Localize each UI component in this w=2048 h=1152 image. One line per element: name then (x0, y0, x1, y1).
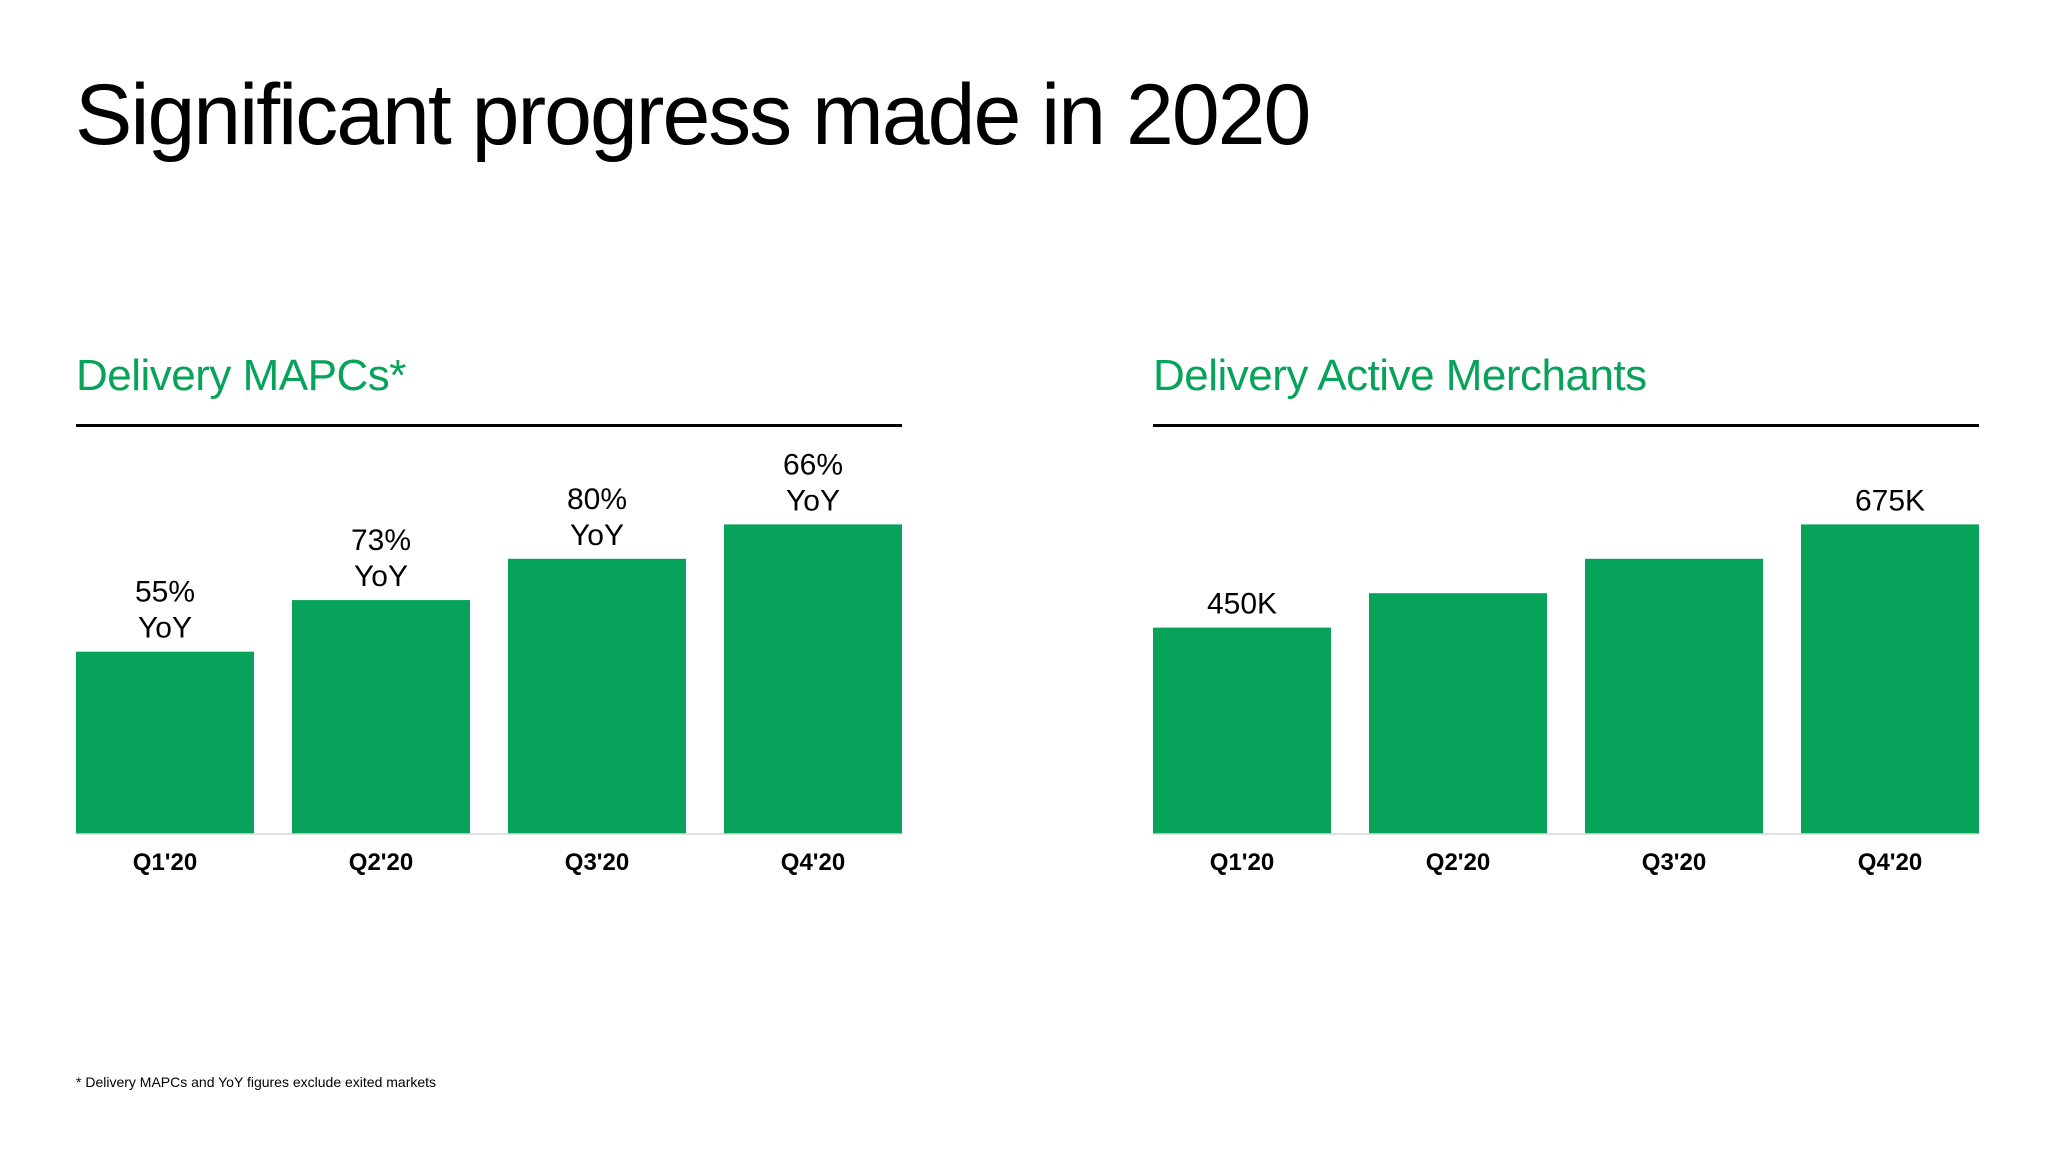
footnote: * Delivery MAPCs and YoY figures exclude… (76, 1074, 437, 1090)
data-label: YoY (786, 484, 840, 517)
x-tick-label: Q1'20 (1210, 849, 1274, 876)
bar-q4-20 (1801, 524, 1979, 834)
bar-q4-20 (724, 524, 902, 834)
slide-title: Significant progress made in 2020 (75, 67, 1311, 163)
chart-title: Delivery MAPCs* (76, 351, 406, 400)
data-label: 73% (351, 524, 411, 557)
x-tick-label: Q2'20 (1426, 849, 1490, 876)
bar-q3-20 (1585, 558, 1763, 834)
x-tick-label: Q3'20 (1642, 849, 1706, 876)
delivery-active-merchants-panel: Delivery Active Merchants 450K Q1'20 Q2'20… (1153, 350, 1979, 930)
x-tick-label: Q3'20 (565, 849, 629, 876)
delivery-mapcs-panel: Delivery MAPCs* 55% YoY Q1'20 73% YoY Q2'20 80… (76, 350, 902, 930)
bar-q1-20 (76, 651, 254, 834)
x-tick-label: Q4'20 (1858, 849, 1922, 876)
title-underline (1153, 424, 1979, 427)
bar-q2-20 (292, 600, 470, 834)
data-label: 675K (1855, 484, 1925, 517)
x-tick-label: Q2'20 (349, 849, 413, 876)
data-label: 80% (567, 483, 627, 516)
bar-q3-20 (508, 558, 686, 834)
delivery-mapcs-chart: 55%YoYQ1'2073%YoYQ2'2080%YoYQ3'2066%YoYQ… (76, 448, 902, 876)
delivery-active-merchants-chart: 450K Q1'20 Q2'20 Q3'20 675K Q4'20 (1153, 484, 1979, 876)
data-label: YoY (570, 519, 624, 552)
data-label: YoY (354, 560, 408, 593)
data-label: 55% (135, 576, 195, 609)
x-tick-label: Q4'20 (781, 849, 845, 876)
bar-q2-20 (1369, 593, 1547, 834)
bar-q1-20 (1153, 627, 1331, 834)
x-tick-label: Q1'20 (133, 849, 197, 876)
chart-title: Delivery Active Merchants (1153, 351, 1647, 400)
data-label: 450K (1207, 588, 1277, 621)
data-label: 66% (783, 448, 843, 481)
data-label: YoY (138, 612, 192, 645)
title-underline (76, 424, 902, 427)
